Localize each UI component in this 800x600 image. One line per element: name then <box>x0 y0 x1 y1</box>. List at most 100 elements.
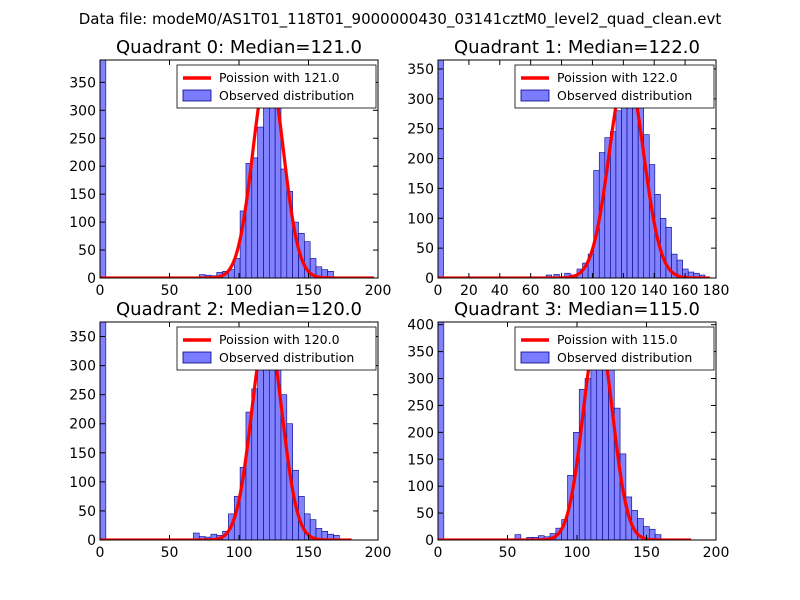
histogram-bar <box>596 356 603 540</box>
legend-bar-label: Observed distribution <box>557 350 692 365</box>
x-tick-label: 200 <box>703 545 730 561</box>
y-tick-label: 100 <box>407 211 434 227</box>
x-tick-label: 0 <box>434 545 443 561</box>
y-tick-label: 50 <box>416 241 434 257</box>
y-tick-label: 150 <box>407 181 434 197</box>
y-tick-label: 100 <box>407 479 434 495</box>
legend: Poission with 121.0 Observed distribution <box>176 64 377 109</box>
figure-suptitle: Data file: modeM0/AS1T01_118T01_90000004… <box>79 10 722 29</box>
histogram-bar <box>610 131 617 278</box>
histogram-bar <box>269 342 276 540</box>
poisson-curve <box>100 327 352 540</box>
histogram-bar <box>263 87 270 278</box>
x-tick-label: 50 <box>499 545 517 561</box>
y-tick-label: 100 <box>69 475 96 491</box>
panel-title: Quadrant 0: Median=121.0 <box>116 37 362 58</box>
poisson-line-group <box>100 327 352 540</box>
y-tick-label: 300 <box>407 372 434 388</box>
y-tick-label: 400 <box>407 318 434 334</box>
histogram-bar <box>621 92 628 278</box>
y-tick-label: 150 <box>69 187 96 203</box>
histogram-bars <box>100 322 340 540</box>
x-tick-label: 140 <box>641 283 668 299</box>
y-tick-label: 50 <box>416 506 434 522</box>
y-tick-label: 0 <box>87 533 96 549</box>
x-tick-label: 0 <box>434 283 443 299</box>
y-tick-label: 250 <box>407 122 434 138</box>
legend-line-label: Poission with 120.0 <box>219 332 340 347</box>
y-tick-label: 150 <box>69 446 96 462</box>
y-tick-label: 300 <box>407 92 434 108</box>
x-tick-label: 50 <box>161 545 179 561</box>
x-tick-label: 80 <box>553 283 571 299</box>
y-tick-label: 250 <box>407 398 434 414</box>
x-tick-label: 0 <box>96 283 105 299</box>
legend-bar-label: Observed distribution <box>219 350 354 365</box>
x-tick-label: 100 <box>226 283 253 299</box>
y-tick-label: 250 <box>69 388 96 404</box>
histogram-bar <box>438 322 445 540</box>
histogram-bar <box>251 157 258 278</box>
y-tick-label: 350 <box>407 345 434 361</box>
x-tick-label: 0 <box>96 545 105 561</box>
histogram-bar <box>263 353 270 540</box>
histogram-bar <box>100 322 107 540</box>
y-tick-label: 300 <box>69 103 96 119</box>
x-tick-label: 200 <box>365 283 392 299</box>
histogram-bar <box>514 534 522 540</box>
x-tick-label: 20 <box>460 283 478 299</box>
legend-bar-label: Observed distribution <box>219 88 354 103</box>
x-tick-label: 120 <box>610 283 637 299</box>
legend: Poission with 120.0 Observed distribution <box>176 326 377 371</box>
panel-title: Quadrant 1: Median=122.0 <box>454 37 700 58</box>
panel-quadrant-0: Quadrant 0: Median=121.0 0 50 100 150 200 0 50 1… <box>69 37 391 299</box>
y-tick-label: 0 <box>425 271 434 287</box>
x-tick-label: 40 <box>491 283 509 299</box>
histogram-bar <box>665 226 672 278</box>
x-tick-label: 160 <box>672 283 699 299</box>
y-tick-label: 300 <box>69 359 96 375</box>
y-tick-label: 0 <box>425 533 434 549</box>
histogram-bar <box>590 348 598 540</box>
panel-quadrant-1: Quadrant 1: Median=122.00 20 40 60 80 100 120 1… <box>407 37 729 299</box>
y-tick-label: 350 <box>69 330 96 346</box>
x-tick-label: 100 <box>564 545 591 561</box>
y-tick-label: 200 <box>69 417 96 433</box>
y-tick-label: 250 <box>69 131 96 147</box>
legend: Poission with 122.0 Observed distribution <box>514 64 715 109</box>
x-tick-label: 100 <box>579 283 606 299</box>
histogram-bar <box>257 126 264 278</box>
panel-title: Quadrant 3: Median=115.0 <box>454 299 700 320</box>
poisson-curve <box>438 68 710 278</box>
histogram-bar <box>654 534 662 540</box>
x-tick-label: 100 <box>226 545 253 561</box>
y-tick-label: 350 <box>69 75 96 91</box>
y-tick-label: 50 <box>78 504 96 520</box>
poisson-line-group <box>438 331 691 540</box>
legend-line-label: Poission with 121.0 <box>219 70 340 85</box>
histogram-bar <box>438 60 444 278</box>
y-tick-label: 350 <box>407 62 434 78</box>
y-tick-label: 200 <box>407 152 434 168</box>
x-tick-label: 200 <box>365 545 392 561</box>
legend-line-label: Poission with 122.0 <box>557 70 678 85</box>
y-tick-label: 100 <box>69 215 96 231</box>
panel-quadrant-3: Quadrant 3: Median=115.0 0 50 100 150 200 0 50 1… <box>407 299 729 561</box>
legend-line-label: Poission with 115.0 <box>557 332 678 347</box>
plot-frame <box>437 59 717 279</box>
histogram-bar <box>269 93 276 278</box>
legend-bar-swatch <box>520 89 550 102</box>
x-tick-label: 50 <box>161 283 179 299</box>
x-tick-label: 150 <box>295 545 322 561</box>
histogram-bar <box>100 60 107 278</box>
histogram-bar <box>553 274 560 278</box>
poisson-line-group <box>438 68 710 278</box>
panel-title: Quadrant 2: Median=120.0 <box>116 299 362 320</box>
legend-bar-swatch <box>182 89 212 102</box>
panel-quadrant-2: Quadrant 2: Median=120.0 0 50 100 150 200 0 50 1… <box>69 299 391 561</box>
y-tick-label: 0 <box>87 271 96 287</box>
histogram-bar <box>615 110 622 278</box>
legend: Poission with 115.0 Observed distribution <box>514 326 715 371</box>
histogram-bar <box>257 365 264 540</box>
